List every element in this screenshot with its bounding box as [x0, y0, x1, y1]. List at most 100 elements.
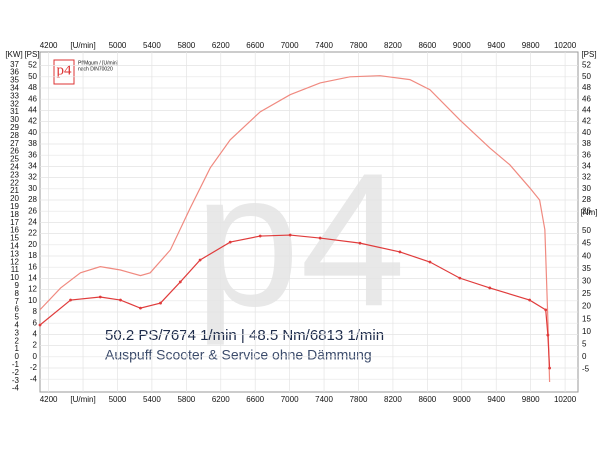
x-tick-label: 6600 — [246, 41, 264, 50]
point — [528, 298, 532, 302]
y2-tick-label: 15 — [582, 314, 591, 323]
y-tick-label-right: 26 — [582, 206, 591, 215]
y-tick-label: 40 — [28, 128, 37, 137]
kw-tick-label: -1 — [12, 360, 20, 369]
kw-tick-label: 14 — [10, 242, 19, 251]
y-tick-label-right: 46 — [582, 94, 591, 103]
point — [318, 236, 322, 240]
point — [69, 298, 72, 302]
kw-tick-label: 1 — [15, 344, 20, 353]
y2-tick-label: 10 — [582, 327, 591, 336]
kw-tick-label: 15 — [10, 234, 19, 243]
y-tick-label-right: 36 — [582, 150, 591, 159]
kw-tick-label: 34 — [10, 84, 19, 93]
y-tick-label: 22 — [28, 229, 37, 238]
x-tick-label: 5800 — [177, 395, 195, 404]
logo-box — [53, 59, 75, 85]
x-tick-label: 6200 — [212, 395, 230, 404]
point — [198, 258, 202, 262]
y2-tick-label: 20 — [582, 302, 591, 311]
point — [178, 280, 182, 284]
kw-tick-label: 16 — [10, 226, 19, 235]
x-tick-label: 7400 — [315, 395, 333, 404]
point — [488, 286, 492, 290]
y2-tick-label: 50 — [582, 226, 591, 235]
y-tick-label-right: 30 — [582, 184, 591, 193]
y-tick-label: 10 — [28, 296, 37, 305]
y-tick-label-right: 48 — [582, 83, 591, 92]
kw-tick-label: -2 — [12, 368, 20, 377]
x-tick-label: 5000 — [109, 41, 127, 50]
point — [358, 241, 362, 245]
kw-tick-label: 26 — [10, 147, 19, 156]
y-tick-label: 18 — [28, 251, 37, 260]
x-tick-label: 6200 — [212, 41, 230, 50]
annotation: Auspuff Scooter & Service ohne Dämmung — [105, 347, 372, 363]
x-tick-label: 9400 — [487, 395, 505, 404]
point — [119, 298, 122, 302]
point — [98, 295, 102, 299]
kw-tick-label: 5 — [15, 313, 20, 322]
y-tick-label-right: 42 — [582, 117, 591, 126]
y2-tick-label: 0 — [582, 352, 587, 361]
kw-tick-label: 33 — [10, 91, 19, 100]
point — [258, 234, 262, 238]
kw-tick-label: 12 — [10, 257, 19, 266]
kw-tick-label: 19 — [10, 202, 19, 211]
y-tick-label: 34 — [28, 162, 37, 171]
watermark: p4 — [194, 134, 405, 346]
y-tick-label: 36 — [28, 150, 37, 159]
kw-tick-label: 18 — [10, 210, 19, 219]
x-tick-label: 9800 — [522, 41, 540, 50]
y-tick-label: 2 — [33, 341, 38, 350]
y-tick-label: 44 — [28, 106, 37, 115]
kw-tick-label: 2 — [15, 336, 20, 345]
plot-frame — [39, 51, 579, 393]
x-tick-label: 7000 — [281, 395, 299, 404]
y-tick-label: 38 — [28, 139, 37, 148]
logo: p4 — [57, 62, 73, 78]
kw-tick-label: 28 — [10, 131, 19, 140]
x-tick-label: 5400 — [143, 41, 161, 50]
kw-tick-label: 9 — [15, 281, 20, 290]
y-tick-label: 48 — [28, 83, 37, 92]
annotation: 50.2 PS/7674 1/min | 48.5 Nm/6813 1/min — [105, 327, 384, 344]
ps-axis-label: [PS] — [24, 50, 39, 59]
x-tick-label: 7400 — [315, 41, 333, 50]
y-tick-label-right: 32 — [582, 173, 591, 182]
kw-tick-label: 3 — [15, 328, 20, 337]
kw-tick-label: 35 — [10, 76, 19, 85]
kw-axis-label: [KW] — [5, 50, 22, 59]
x-tick-label: 5000 — [109, 395, 127, 404]
y2-tick-label: 45 — [582, 239, 591, 248]
y2-tick-label: 30 — [582, 277, 591, 286]
x-tick-label: 8200 — [384, 395, 402, 404]
y2-tick-label: -5 — [582, 365, 590, 374]
x-tick-label: 9000 — [453, 41, 471, 50]
y-tick-label: 26 — [28, 206, 37, 215]
kw-tick-label: 37 — [10, 60, 19, 69]
kw-tick-label: 4 — [15, 321, 20, 330]
kw-tick-label: 24 — [10, 163, 19, 172]
point — [139, 306, 142, 310]
point — [428, 260, 432, 264]
y-tick-label: 32 — [28, 173, 37, 182]
x-tick-label: 5400 — [143, 395, 161, 404]
kw-tick-label: -4 — [12, 384, 20, 393]
kw-tick-label: 6 — [15, 305, 20, 314]
y-tick-label-right: 34 — [582, 162, 591, 171]
kw-tick-label: 11 — [11, 265, 20, 274]
x-tick-label: [U/min] — [70, 41, 95, 50]
y-tick-label: 16 — [28, 262, 37, 271]
y-tick-label-right: 50 — [582, 72, 591, 81]
y-tick-label: -4 — [30, 374, 38, 383]
x-tick-label: 5800 — [177, 41, 195, 50]
y-tick-label-right: 44 — [582, 106, 591, 115]
kw-tick-label: 17 — [10, 218, 19, 227]
x-tick-label: 7800 — [350, 41, 368, 50]
x-tick-label: 9800 — [522, 395, 540, 404]
x-tick-label: 10200 — [554, 395, 577, 404]
x-tick-label: 9000 — [453, 395, 471, 404]
y-tick-label: 8 — [33, 307, 38, 316]
